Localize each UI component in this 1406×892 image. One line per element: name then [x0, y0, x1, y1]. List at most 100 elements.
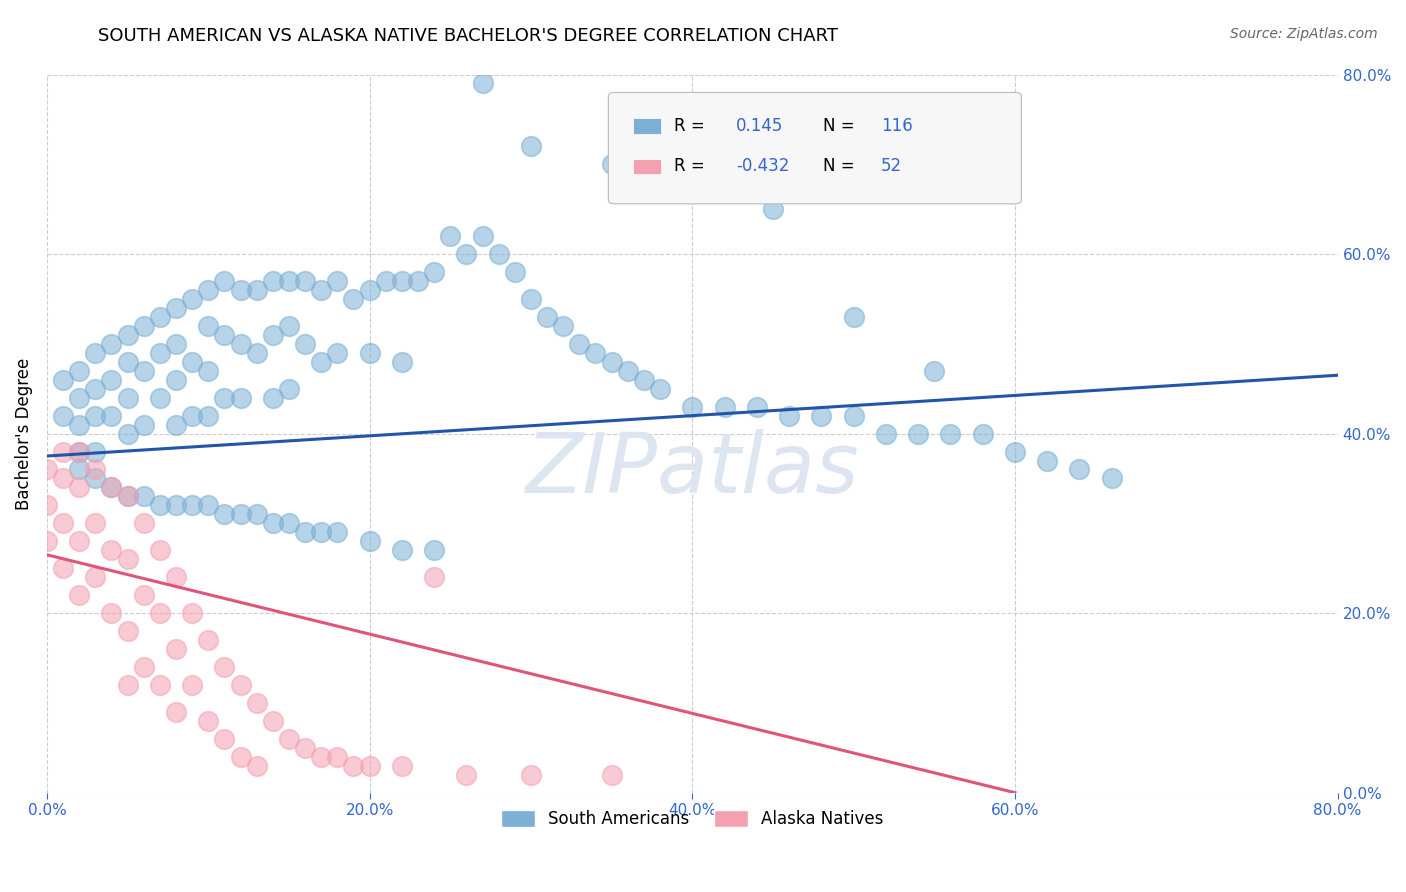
Point [67, 534, 90, 549]
Point [456, 247, 478, 261]
Point [648, 382, 671, 396]
Point [84, 471, 107, 485]
Point [972, 426, 994, 441]
Point [326, 525, 349, 540]
Point [132, 588, 155, 602]
Point [100, 606, 122, 620]
Point [326, 274, 349, 288]
Point [246, 508, 269, 522]
Point [294, 525, 316, 540]
Point [229, 283, 252, 297]
Point [568, 336, 591, 351]
Point [165, 642, 187, 657]
Point [67, 444, 90, 458]
Point [149, 543, 172, 558]
Point [456, 767, 478, 781]
Point [165, 499, 187, 513]
Point [100, 543, 122, 558]
Point [277, 318, 299, 333]
Point [503, 265, 526, 279]
Point [67, 588, 90, 602]
Point [246, 696, 269, 710]
Point [600, 767, 623, 781]
Point [1069, 462, 1091, 476]
Point [117, 678, 139, 692]
Text: N =: N = [823, 117, 859, 136]
Point [391, 355, 413, 369]
Point [391, 758, 413, 772]
Point [359, 283, 381, 297]
Point [117, 327, 139, 342]
Point [214, 508, 236, 522]
Point [214, 391, 236, 405]
Legend: South Americans, Alaska Natives: South Americans, Alaska Natives [495, 803, 890, 835]
Point [277, 731, 299, 746]
Point [745, 400, 768, 414]
Point [181, 499, 204, 513]
Point [100, 480, 122, 494]
Point [52, 409, 75, 423]
Point [100, 336, 122, 351]
Point [922, 364, 945, 378]
Text: SOUTH AMERICAN VS ALASKA NATIVE BACHELOR'S DEGREE CORRELATION CHART: SOUTH AMERICAN VS ALASKA NATIVE BACHELOR… [98, 27, 838, 45]
Point [616, 364, 638, 378]
Point [471, 77, 494, 91]
Point [326, 749, 349, 764]
Point [423, 570, 446, 584]
Text: R =: R = [675, 117, 710, 136]
Point [165, 417, 187, 432]
Point [1036, 453, 1059, 467]
Point [197, 364, 219, 378]
Point [600, 355, 623, 369]
Point [149, 310, 172, 324]
Point [52, 373, 75, 387]
Point [52, 471, 75, 485]
Point [359, 534, 381, 549]
Point [1101, 471, 1123, 485]
Point [149, 391, 172, 405]
Point [277, 516, 299, 531]
Point [132, 660, 155, 674]
Point [246, 758, 269, 772]
Point [536, 310, 558, 324]
Point [391, 543, 413, 558]
Point [84, 462, 107, 476]
Point [374, 274, 396, 288]
Point [553, 318, 575, 333]
Point [326, 346, 349, 360]
Point [229, 508, 252, 522]
Point [67, 462, 90, 476]
Point [309, 283, 332, 297]
Point [67, 391, 90, 405]
Point [84, 346, 107, 360]
Point [246, 346, 269, 360]
Point [262, 391, 284, 405]
Point [132, 364, 155, 378]
Text: 0.145: 0.145 [737, 117, 783, 136]
Point [35, 499, 58, 513]
Point [294, 274, 316, 288]
Point [342, 758, 364, 772]
Point [117, 490, 139, 504]
Point [84, 382, 107, 396]
Point [181, 355, 204, 369]
Point [1004, 444, 1026, 458]
Point [117, 490, 139, 504]
Text: 116: 116 [880, 117, 912, 136]
Point [117, 391, 139, 405]
Point [149, 678, 172, 692]
Point [84, 516, 107, 531]
Point [197, 633, 219, 648]
Point [197, 714, 219, 728]
Point [84, 409, 107, 423]
FancyBboxPatch shape [609, 93, 1021, 203]
Point [633, 373, 655, 387]
Point [277, 382, 299, 396]
Point [67, 417, 90, 432]
Point [181, 409, 204, 423]
Point [197, 318, 219, 333]
Point [165, 373, 187, 387]
Point [149, 606, 172, 620]
Point [181, 292, 204, 306]
Point [842, 310, 865, 324]
